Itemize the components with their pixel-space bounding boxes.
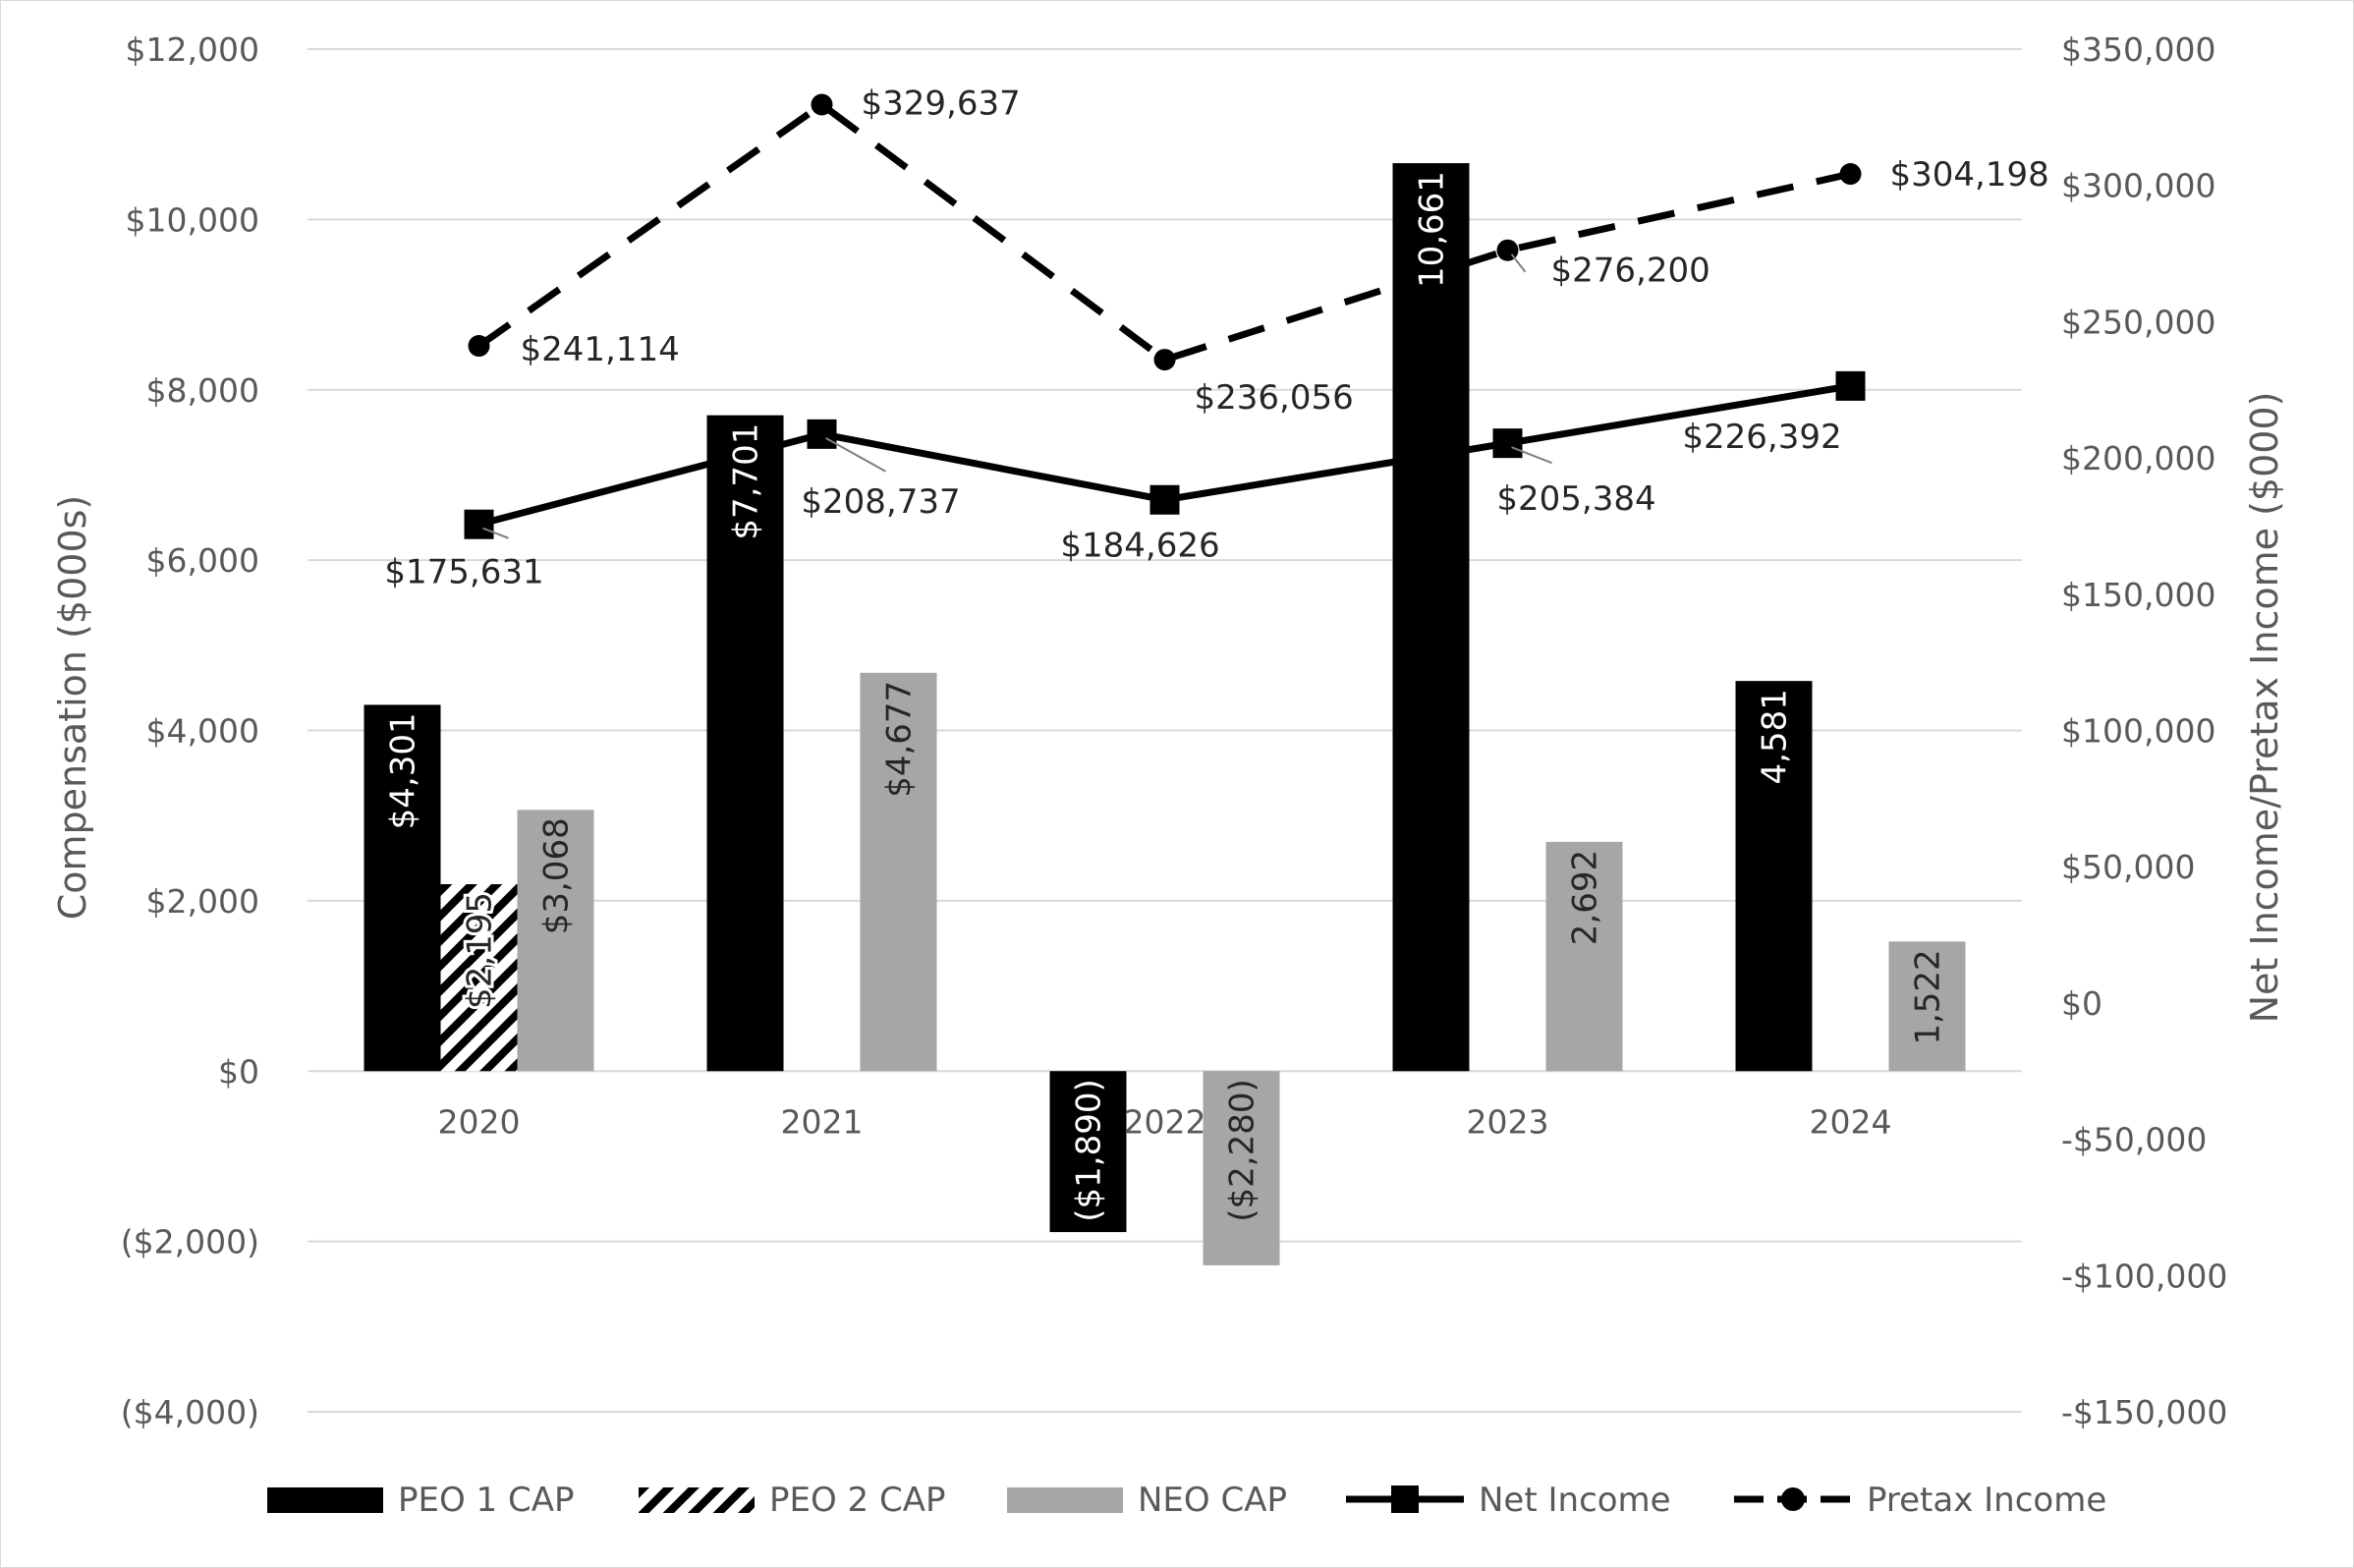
line-data-label: $205,384 [1496,479,1655,519]
line-pretax-income [476,100,1852,364]
bar-data-label: $4,301 [384,712,423,829]
line-data-label: $304,198 [1890,155,2049,195]
legend-swatch [267,1487,383,1513]
right-tick-label: $300,000 [2061,167,2215,205]
legend-marker [1781,1487,1805,1511]
legend-label: NEO CAP [1138,1481,1287,1520]
bar-data-label: ($2,280) [1223,1079,1262,1222]
right-tick-label: -$100,000 [2061,1257,2227,1295]
legend-swatch [639,1487,755,1513]
net-income-marker [1492,428,1523,459]
pretax-income-marker [1153,349,1176,371]
bar-data-label: $3,068 [537,817,577,934]
bar-neo-cap [517,810,594,1072]
bar-peo-1-cap [1392,163,1470,1072]
left-tick-label: $6,000 [146,541,259,580]
bar-peo-1-cap [1049,1071,1127,1233]
right-tick-label: $50,000 [2061,848,2195,886]
x-tick-label: 2020 [438,1102,521,1141]
legend-marker [1391,1485,1419,1513]
line-data-label: $236,056 [1195,378,1354,418]
bars [364,163,1966,1265]
line-data-label: $329,637 [862,84,1021,123]
left-tick-label: $2,000 [146,882,259,921]
line-data-label: $241,114 [521,330,680,369]
x-tick-label: 2023 [1467,1102,1549,1141]
net-income-marker [1835,370,1866,401]
axes: Compensation ($000s) Net Income/Pretax I… [51,30,2286,1431]
legend-label: PEO 2 CAP [769,1481,946,1520]
x-tick-label: 2024 [1810,1102,1892,1141]
data-labels: $4,301 $7,701 ($1,890) 10,661 4,581 $2,195 $3,… [384,84,2049,1221]
left-tick-label: $10,000 [126,200,259,239]
pretax-income-marker [468,335,490,358]
legend: PEO 1 CAP PEO 2 CAP NEO CAP Net Income Preta… [267,1481,2106,1520]
label-leader-line [825,436,886,473]
right-tick-label: $100,000 [2061,712,2215,751]
bar-data-label: 10,661 [1413,171,1452,288]
bar-peo-1-cap [1735,681,1813,1072]
bar-data-label: $4,677 [880,681,920,798]
left-tick-label: ($4,000) [121,1393,259,1431]
right-tick-label: -$50,000 [2061,1121,2207,1159]
label-leader-line [1510,253,1527,273]
left-tick-label: $8,000 [146,371,259,410]
left-axis-title: Compensation ($000s) [51,495,94,921]
x-tick-label: 2021 [781,1102,864,1141]
legend-swatch [1007,1487,1123,1513]
line-data-label: $175,631 [384,553,543,592]
x-tick-label: 2022 [1124,1102,1206,1141]
bar-data-label: 4,581 [1756,689,1795,784]
left-tick-label: ($2,000) [121,1223,259,1261]
right-tick-label: -$150,000 [2061,1393,2227,1431]
bar-data-label: $2,195 [461,892,500,1009]
right-tick-label: $200,000 [2061,439,2215,477]
bar-peo-1-cap [364,704,441,1072]
line-data-label: $208,737 [801,482,960,522]
right-tick-label: $0 [2061,984,2102,1023]
left-tick-label: $4,000 [146,712,259,751]
label-leader-line [482,527,509,539]
legend-label: PEO 1 CAP [398,1481,575,1520]
bar-neo-cap [1545,841,1623,1072]
bar-data-label: 1,522 [1909,949,1948,1044]
lines [464,93,1866,539]
bar-neo-cap [1203,1071,1280,1265]
bar-data-label: 2,692 [1566,850,1605,945]
right-tick-label: $250,000 [2061,303,2215,341]
net-income-marker [1149,484,1180,515]
right-tick-label: $150,000 [2061,576,2215,614]
line-data-label: $226,392 [1682,418,1841,457]
bar-neo-cap [860,672,937,1072]
net-income-marker [464,509,494,539]
right-axis-title: Net Income/Pretax Income ($000) [2243,392,2286,1024]
bar-data-label: $7,701 [727,423,766,540]
left-tick-label: $12,000 [126,30,259,69]
label-leader-line [1511,446,1552,465]
bar-peo-2-cap [440,883,518,1072]
legend-label: Pretax Income [1867,1481,2106,1520]
pretax-income-marker [811,93,833,116]
pretax-income-marker [1839,163,1862,186]
left-tick-label: $0 [218,1052,259,1091]
right-tick-label: $350,000 [2061,30,2215,69]
legend-label: Net Income [1479,1481,1671,1520]
line-data-label: $276,200 [1551,252,1710,291]
line-data-label: $184,626 [1060,527,1219,566]
net-income-marker [807,419,837,449]
bar-data-label: ($1,890) [1070,1079,1109,1222]
bar-peo-1-cap [706,415,784,1072]
bar-neo-cap [1888,941,1966,1072]
